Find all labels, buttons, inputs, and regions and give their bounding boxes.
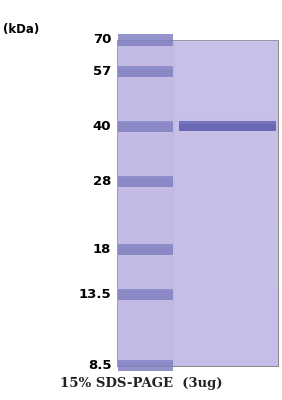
Bar [118,176,173,178]
Bar [118,66,173,77]
Text: 18: 18 [93,243,111,256]
Bar [118,244,173,256]
Bar [118,289,173,300]
Bar [118,360,173,372]
Text: (kDa): (kDa) [3,23,39,36]
Bar [179,122,276,124]
Bar [118,360,173,363]
Text: 13.5: 13.5 [79,288,111,301]
Bar [118,176,173,187]
Bar [118,66,173,68]
Bar [118,121,173,123]
Text: 70: 70 [93,34,111,46]
Text: 40: 40 [93,120,111,133]
Text: 8.5: 8.5 [88,359,111,372]
Bar [117,40,175,366]
Bar [118,34,173,46]
Text: 57: 57 [93,65,111,78]
Bar [118,34,173,37]
Bar [179,122,276,132]
Bar [118,289,173,291]
Bar [117,40,278,366]
Text: 15% SDS-PAGE  (3ug): 15% SDS-PAGE (3ug) [60,377,222,390]
Bar [118,121,173,132]
Bar [118,244,173,247]
Text: 28: 28 [93,175,111,188]
